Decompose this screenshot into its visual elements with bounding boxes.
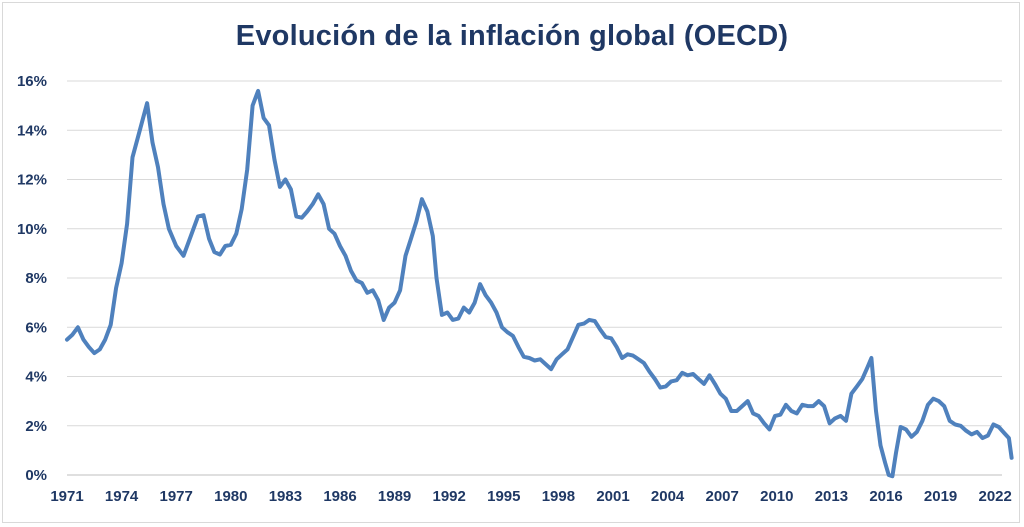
x-tick-label: 1989 — [378, 488, 411, 505]
x-tick-label: 2004 — [651, 488, 685, 505]
inflation-series-line — [65, 88, 1014, 479]
y-tick-label: 4% — [25, 369, 47, 386]
x-axis-tick-labels: 1971 1974 1977 1980 1983 1986 1989 1992 1995 1998… — [50, 488, 1012, 505]
x-tick-label: 2001 — [596, 488, 629, 505]
y-tick-label: 16% — [17, 73, 47, 90]
x-tick-label: 1998 — [542, 488, 575, 505]
y-tick-label: 8% — [25, 270, 47, 287]
y-tick-label: 14% — [17, 122, 47, 139]
x-tick-label: 1971 — [50, 488, 83, 505]
y-tick-label: 2% — [25, 418, 47, 435]
x-tick-label: 1977 — [160, 488, 193, 505]
x-tick-label: 2010 — [760, 488, 793, 505]
x-tick-label: 1974 — [105, 488, 139, 505]
x-tick-label: 2019 — [924, 488, 957, 505]
x-tick-label: 1980 — [214, 488, 247, 505]
x-tick-label: 1986 — [323, 488, 356, 505]
x-tick-label: 2016 — [869, 488, 902, 505]
x-tick-label: 2007 — [706, 488, 739, 505]
gridlines — [67, 80, 1002, 427]
x-tick-label: 2022 — [979, 488, 1012, 505]
x-tick-label: 1995 — [487, 488, 520, 505]
y-tick-label: 12% — [17, 172, 47, 189]
y-tick-label: 0% — [25, 467, 47, 484]
y-tick-label: 10% — [17, 221, 47, 238]
x-tick-label: 1992 — [433, 488, 466, 505]
chart-title: Evolución de la inflación global (OECD) — [235, 20, 789, 52]
x-tick-label: 2013 — [815, 488, 848, 505]
y-axis-tick-labels: 0% 2% 4% 6% 8% 10% 12% 14% 16% — [17, 73, 47, 484]
x-tick-label: 1983 — [269, 488, 302, 505]
y-tick-label: 6% — [25, 319, 47, 336]
